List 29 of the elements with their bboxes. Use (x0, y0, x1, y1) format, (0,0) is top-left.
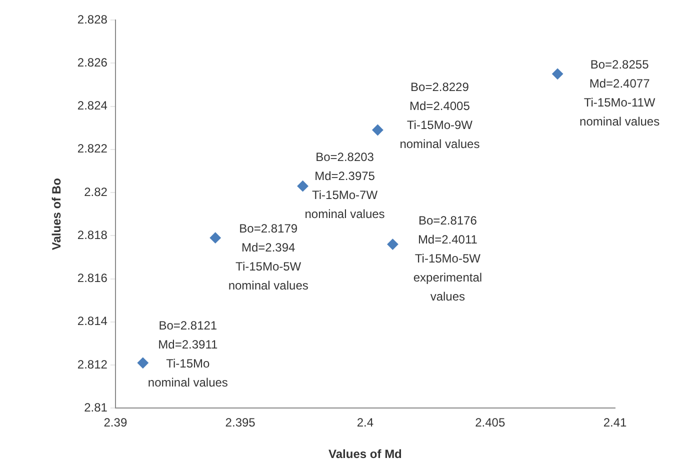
y-tick-label: 2.82 (84, 184, 108, 199)
annotation: Bo=2.8179 Md=2.394 Ti-15Mo-5W nominal values (228, 222, 308, 293)
y-tick-label: 2.824 (77, 98, 108, 113)
y-axis-title: Values of Bo (50, 178, 64, 250)
point (387, 238, 398, 250)
annotation: Bo=2.8121 Md=2.3911 Ti-15Mo nominal values (148, 318, 228, 390)
x-tick-label: 2.405 (475, 416, 506, 430)
annotation: Bo=2.8176 Md=2.4011 Ti-15Mo-5W experimental values (413, 214, 482, 304)
point (137, 357, 148, 368)
annotation: Bo=2.8229 Md=2.4005 Ti-15Mo-9W nominal values (400, 80, 480, 151)
y-tick-label: 2.826 (77, 55, 108, 70)
point (552, 68, 564, 80)
y-tick-label: 2.814 (77, 314, 108, 328)
point (372, 124, 384, 136)
y-tick-label: 2.822 (77, 142, 108, 156)
y-tick-label: 2.81 (84, 400, 108, 415)
x-axis-title: Values of Md (328, 447, 402, 462)
x-tick-label: 2.41 (603, 416, 627, 430)
x-tick-label: 2.4 (356, 416, 374, 430)
annotation: Bo=2.8255 Md=2.4077 Ti-15Mo-11W nominal values (580, 58, 660, 129)
y-tick-label: 2.816 (77, 271, 108, 286)
y-tick-label: 2.828 (77, 12, 108, 26)
x-tick-label: 2.39 (104, 416, 128, 430)
y-tick-label: 2.812 (77, 357, 108, 372)
annotation: Bo=2.8203 Md=2.3975 Ti-15Mo-7W nominal values (304, 150, 385, 221)
point (297, 180, 308, 192)
y-tick-label: 2.818 (77, 228, 108, 242)
point (210, 232, 221, 244)
x-tick-label: 2.395 (225, 416, 256, 430)
